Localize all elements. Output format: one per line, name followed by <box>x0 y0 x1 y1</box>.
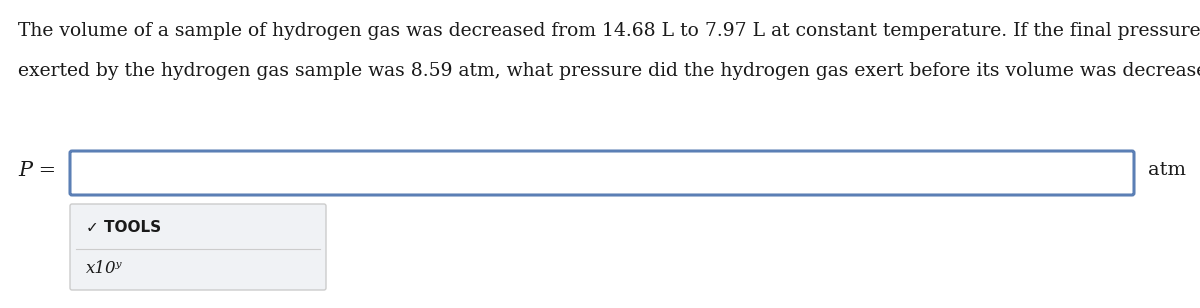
FancyBboxPatch shape <box>70 151 1134 195</box>
FancyBboxPatch shape <box>70 204 326 290</box>
Text: P =: P = <box>18 160 56 180</box>
Text: exerted by the hydrogen gas sample was 8.59 atm, what pressure did the hydrogen : exerted by the hydrogen gas sample was 8… <box>18 62 1200 80</box>
Text: atm: atm <box>1148 161 1186 179</box>
Text: The volume of a sample of hydrogen gas was decreased from 14.68 L to 7.97 L at c: The volume of a sample of hydrogen gas w… <box>18 22 1200 40</box>
Text: x10ʸ: x10ʸ <box>86 260 122 277</box>
Text: ✓ TOOLS: ✓ TOOLS <box>86 220 161 235</box>
